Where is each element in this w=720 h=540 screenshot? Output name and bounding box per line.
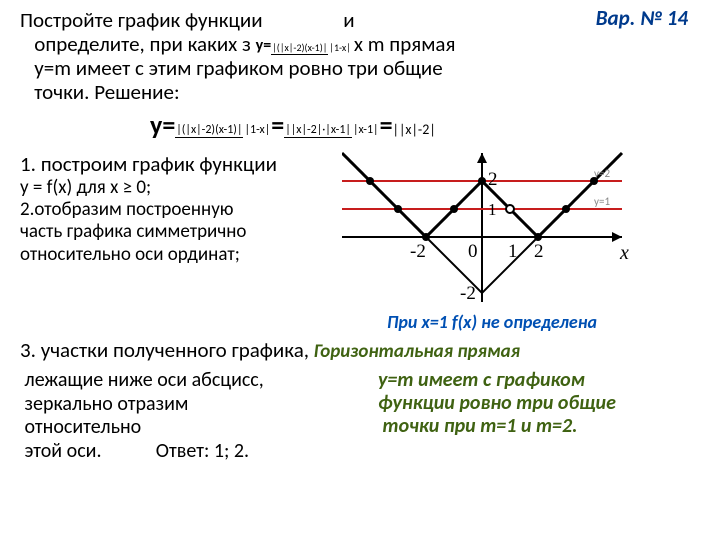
- line3: y=m имеет с этим графиком ровно три общи…: [34, 55, 443, 81]
- step-1b: y = f(x) для x ≥ 0;: [20, 177, 342, 199]
- line2-a: определите, при каких з: [34, 31, 251, 57]
- s4d: этой оси.: [25, 439, 102, 463]
- line1-b: и: [343, 7, 354, 33]
- svg-text:2: 2: [534, 241, 544, 262]
- s4b: зеркально отразим: [25, 392, 189, 416]
- s4a: лежащие ниже оси абсцисс,: [25, 368, 264, 392]
- step-2c: относительно оси ординат;: [20, 244, 342, 266]
- svg-text:1: 1: [488, 200, 497, 219]
- step-1: 1. построим график функции: [20, 152, 342, 176]
- steps-left: 1. построим график функции y = f(x) для …: [20, 142, 342, 266]
- step-3-ans: Горизонтальная прямая: [314, 340, 520, 363]
- answer-right: y=m имеет с графиком функции ровно три о…: [370, 369, 616, 463]
- chart-region: -201221-2xy=2y=1 При x=1 f(x) не определ…: [342, 142, 642, 332]
- svg-text:y=1: y=1: [594, 195, 610, 208]
- ans3: точки при m=1 и m=2.: [383, 414, 578, 438]
- ans2: функции ровно три общие: [378, 391, 616, 415]
- variant-label: Вар. № 14: [596, 6, 688, 30]
- svg-text:x: x: [619, 242, 629, 264]
- step-2b: часть графика симметрично: [20, 221, 342, 243]
- svg-text:-2: -2: [410, 241, 426, 262]
- svg-text:-2: -2: [460, 283, 476, 302]
- step-3: 3. участки полученного графика,: [20, 337, 309, 363]
- answer-label: Ответ: 1; 2.: [156, 439, 249, 463]
- line4: точки. Решение:: [34, 79, 179, 105]
- svg-text:1: 1: [508, 241, 518, 262]
- svg-text:0: 0: [468, 241, 478, 262]
- inline-formula-y: у=|(|x|-2)(x-1)||1-x|: [256, 42, 354, 53]
- s4c: относительно: [25, 415, 142, 439]
- step-3-row: 3. участки полученного графика, Горизонт…: [20, 338, 700, 363]
- equation-transform: у=|(|x|-2)(x-1)||1-x|=||x|-2|·|x-1||x-1|…: [150, 111, 700, 141]
- chart-caption: При x=1 f(x) не определена: [342, 312, 642, 333]
- problem-statement: Вар. № 14 Постройте график функции и опр…: [20, 8, 700, 105]
- function-chart: -201221-2xy=2y=1: [342, 142, 642, 302]
- line2-b: х m прямая: [354, 31, 456, 57]
- svg-text:2: 2: [488, 169, 498, 190]
- step-2: 2.отобразим построенную: [20, 199, 342, 221]
- line1-a: Постройте график функции: [20, 7, 263, 33]
- ans1: y=m имеет с графиком: [378, 368, 585, 392]
- steps-bottom-left: лежащие ниже оси абсцисс, зеркально отра…: [20, 369, 370, 463]
